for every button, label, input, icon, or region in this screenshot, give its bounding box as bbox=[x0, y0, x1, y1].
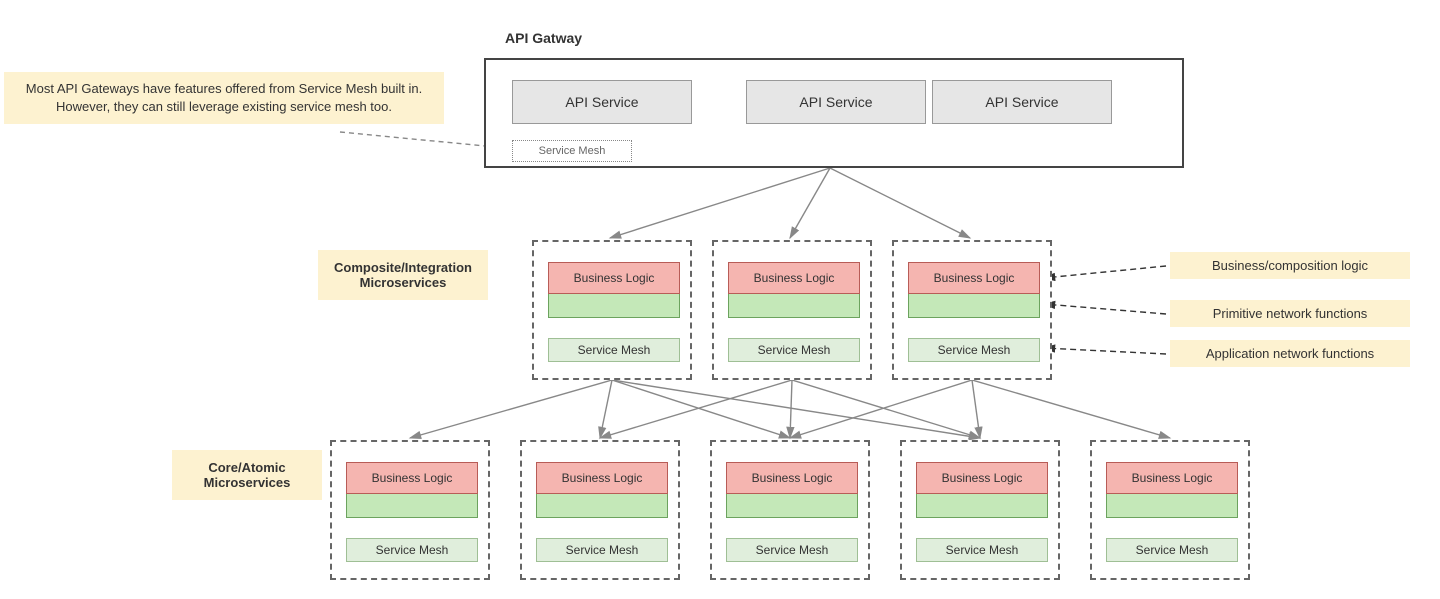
annotation-primitive-net: Primitive network functions bbox=[1170, 300, 1410, 327]
service-mesh-block: Service Mesh bbox=[536, 538, 668, 562]
service-mesh-block: Service Mesh bbox=[908, 338, 1040, 362]
core-label-text: Core/Atomic Microservices bbox=[204, 460, 291, 490]
business-logic-block: Business Logic bbox=[726, 462, 858, 494]
gateway-title: API Gatway bbox=[505, 30, 582, 46]
network-functions-block bbox=[536, 494, 668, 518]
microservice-container: Business Logic Service Mesh bbox=[710, 440, 870, 580]
network-functions-block bbox=[548, 294, 680, 318]
network-functions-block bbox=[346, 494, 478, 518]
microservice-container: Business Logic Service Mesh bbox=[532, 240, 692, 380]
network-functions-block bbox=[1106, 494, 1238, 518]
network-functions-block bbox=[726, 494, 858, 518]
service-mesh-block: Service Mesh bbox=[548, 338, 680, 362]
api-service-box: API Service bbox=[932, 80, 1112, 124]
annotation-app-net: Application network functions bbox=[1170, 340, 1410, 367]
business-logic-block: Business Logic bbox=[346, 462, 478, 494]
microservice-container: Business Logic Service Mesh bbox=[1090, 440, 1250, 580]
composite-label: Composite/Integration Microservices bbox=[318, 250, 488, 300]
service-mesh-block: Service Mesh bbox=[916, 538, 1048, 562]
microservice-container: Business Logic Service Mesh bbox=[520, 440, 680, 580]
api-service-box: API Service bbox=[746, 80, 926, 124]
api-service-box: API Service bbox=[512, 80, 692, 124]
microservice-container: Business Logic Service Mesh bbox=[892, 240, 1052, 380]
business-logic-block: Business Logic bbox=[536, 462, 668, 494]
business-logic-block: Business Logic bbox=[1106, 462, 1238, 494]
core-label: Core/Atomic Microservices bbox=[172, 450, 322, 500]
network-functions-block bbox=[728, 294, 860, 318]
business-logic-block: Business Logic bbox=[916, 462, 1048, 494]
microservice-container: Business Logic Service Mesh bbox=[330, 440, 490, 580]
business-logic-block: Business Logic bbox=[908, 262, 1040, 294]
microservice-container: Business Logic Service Mesh bbox=[712, 240, 872, 380]
gateway-service-mesh: Service Mesh bbox=[512, 140, 632, 162]
annotation-biz-logic: Business/composition logic bbox=[1170, 252, 1410, 279]
gateway-note: Most API Gateways have features offered … bbox=[4, 72, 444, 124]
network-functions-block bbox=[908, 294, 1040, 318]
service-mesh-block: Service Mesh bbox=[1106, 538, 1238, 562]
service-mesh-block: Service Mesh bbox=[726, 538, 858, 562]
microservice-container: Business Logic Service Mesh bbox=[900, 440, 1060, 580]
business-logic-block: Business Logic bbox=[548, 262, 680, 294]
business-logic-block: Business Logic bbox=[728, 262, 860, 294]
service-mesh-block: Service Mesh bbox=[346, 538, 478, 562]
network-functions-block bbox=[916, 494, 1048, 518]
composite-label-text: Composite/Integration Microservices bbox=[334, 260, 472, 290]
api-gateway-container: API Service API Service API Service Serv… bbox=[484, 58, 1184, 168]
service-mesh-block: Service Mesh bbox=[728, 338, 860, 362]
